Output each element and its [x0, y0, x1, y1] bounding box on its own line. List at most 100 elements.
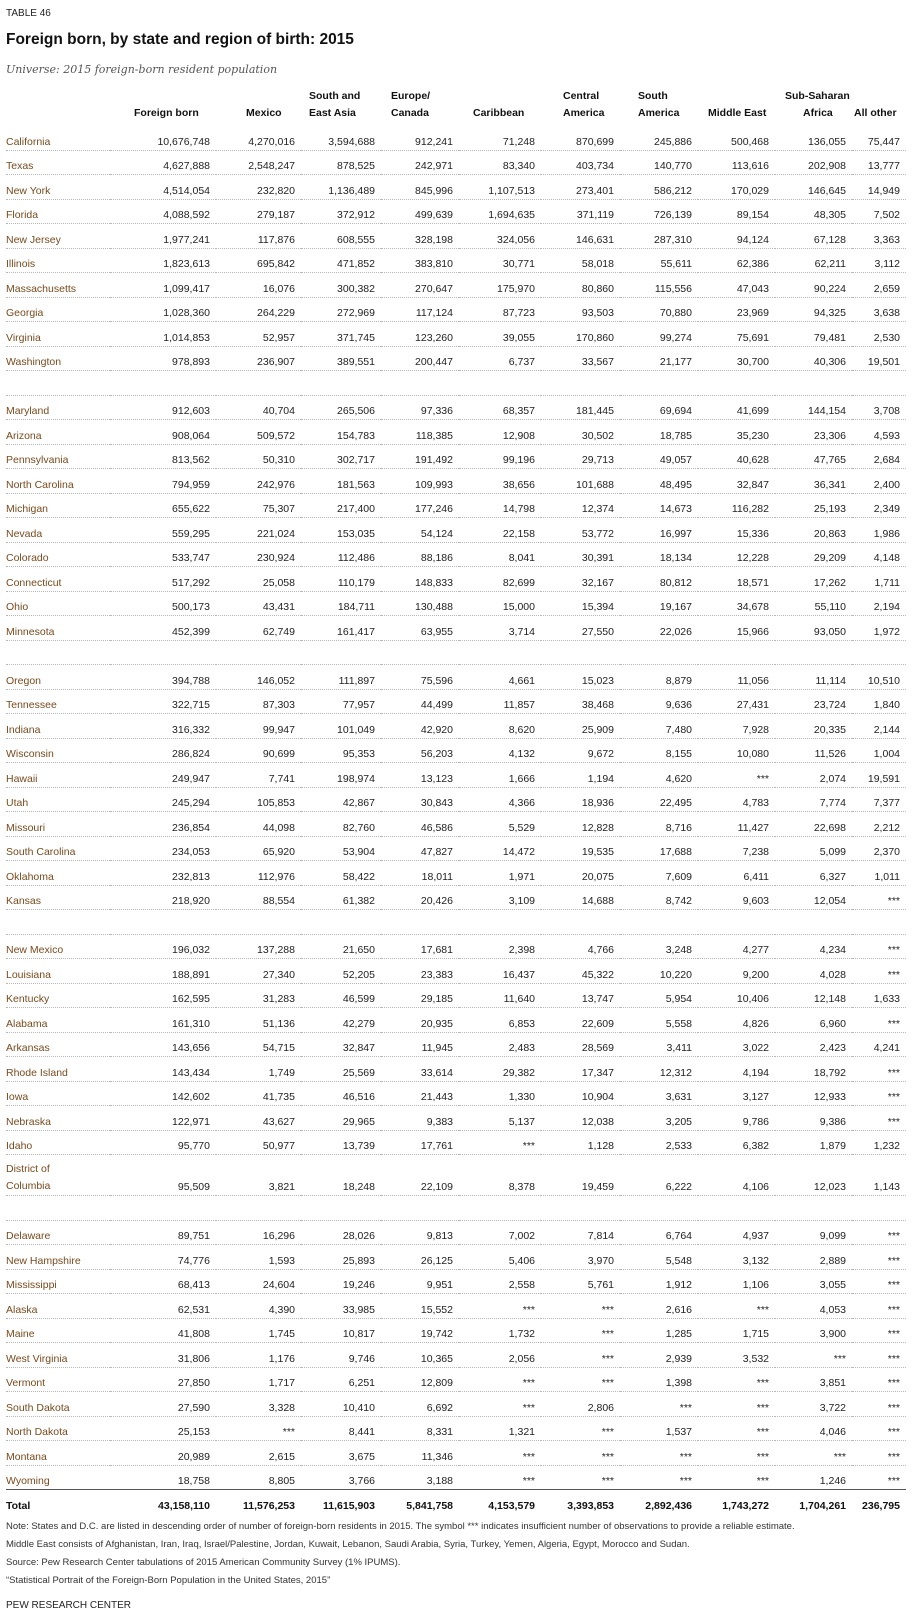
state-name-cell: Tennessee: [6, 689, 110, 714]
value-cell: 11,576,253: [216, 1489, 301, 1514]
value-cell: 74,776: [110, 1244, 216, 1270]
value-cell: ***: [459, 1130, 541, 1155]
value-cell: 2,074: [775, 762, 852, 788]
value-cell: 45,322: [541, 958, 620, 984]
table-row: Wyoming 18,758 8,805 3,766 3,188 *** *** *** ***…: [6, 1465, 906, 1490]
notes-section: Note: States and D.C. are listed in desc…: [6, 1518, 915, 1590]
value-cell: 22,158: [459, 517, 541, 543]
table-header: Foreign born Mexico South and East Asia E…: [6, 88, 906, 126]
value-cell: 20,863: [775, 517, 852, 543]
value-cell: 90,224: [775, 272, 852, 298]
value-cell: 8,742: [620, 885, 698, 910]
table-row: Louisiana 188,891 27,340 52,205 23,383 16,437…: [6, 958, 906, 984]
table-row: Rhode Island 143,434 1,749 25,569 33,614 29,3…: [6, 1056, 906, 1082]
value-cell: 123,260: [381, 321, 459, 347]
value-cell: ***: [852, 1081, 906, 1106]
value-cell: 452,399: [110, 615, 216, 641]
state-name-cell: Kentucky: [6, 983, 110, 1008]
value-cell: 50,977: [216, 1130, 301, 1155]
value-cell: 9,383: [381, 1105, 459, 1131]
value-cell: 83,340: [459, 150, 541, 175]
value-cell: 655,622: [110, 493, 216, 518]
value-cell: 117,876: [216, 223, 301, 249]
value-cell: 8,331: [381, 1416, 459, 1441]
value-cell: 109,993: [381, 468, 459, 494]
value-cell: 48,305: [775, 199, 852, 224]
value-cell: 18,936: [541, 787, 620, 812]
value-cell: 3,363: [852, 223, 906, 249]
value-cell: 22,495: [620, 787, 698, 812]
value-cell: 3,631: [620, 1081, 698, 1106]
value-cell: 48,495: [620, 468, 698, 494]
value-cell: 3,127: [698, 1081, 775, 1106]
value-cell: 6,764: [620, 1220, 698, 1245]
state-name-cell: Wisconsin: [6, 738, 110, 763]
value-cell: 1,136,489: [301, 174, 381, 200]
value-cell: 67,128: [775, 223, 852, 249]
value-cell: 36,341: [775, 468, 852, 494]
value-cell: 44,499: [381, 689, 459, 714]
column-header-middle-east: Middle East: [698, 88, 775, 126]
value-cell: 15,966: [698, 615, 775, 641]
value-cell: 16,076: [216, 272, 301, 298]
table-row: South Dakota 27,590 3,328 10,410 6,692 *** 2,8…: [6, 1391, 906, 1417]
note-line-middle-east: Middle East consists of Afghanistan, Ira…: [6, 1539, 690, 1550]
state-name-cell: Colorado: [6, 542, 110, 567]
value-cell: 11,857: [459, 689, 541, 714]
table-row: Georgia 1,028,360 264,229 272,969 117,124 87,…: [6, 297, 906, 322]
value-cell: 509,572: [216, 419, 301, 445]
state-name-cell: Nevada: [6, 517, 110, 543]
value-cell: 115,556: [620, 272, 698, 298]
state-name-cell: Florida: [6, 199, 110, 224]
value-cell: 232,813: [110, 860, 216, 886]
value-cell: 4,153,579: [459, 1489, 541, 1514]
value-cell: 32,847: [301, 1032, 381, 1057]
value-cell: 80,860: [541, 272, 620, 298]
value-cell: 137,288: [216, 934, 301, 959]
value-cell: 242,971: [381, 150, 459, 175]
value-cell: 17,347: [541, 1056, 620, 1082]
value-cell: 249,947: [110, 762, 216, 788]
value-cell: 2,806: [541, 1391, 620, 1417]
value-cell: 161,417: [301, 615, 381, 641]
state-name-cell: Pennsylvania: [6, 444, 110, 469]
value-cell: 5,529: [459, 811, 541, 837]
value-cell: 2,530: [852, 321, 906, 347]
value-cell: 30,700: [698, 346, 775, 371]
value-cell: 20,075: [541, 860, 620, 886]
state-name-cell: New Mexico: [6, 934, 110, 959]
table-row: New Mexico 196,032 137,288 21,650 17,681 2,39…: [6, 934, 906, 959]
state-name-cell: South Carolina: [6, 836, 110, 861]
value-cell: 18,758: [110, 1465, 216, 1490]
value-cell: 43,158,110: [110, 1489, 216, 1514]
state-name-cell: Nebraska: [6, 1105, 110, 1131]
column-header-central-america-line2: America: [563, 107, 605, 119]
value-cell: 196,032: [110, 934, 216, 959]
column-header-middle-east-text: Middle East: [708, 107, 767, 119]
table-row: Oregon 394,788 146,052 111,897 75,596 4,661 15…: [6, 664, 906, 690]
value-cell: 191,492: [381, 444, 459, 469]
state-name-cell: Kansas: [6, 885, 110, 910]
state-name-cell: Oregon: [6, 664, 110, 690]
value-cell: 79,481: [775, 321, 852, 347]
state-name-cell: Utah: [6, 787, 110, 812]
value-cell: 1,143: [852, 1154, 906, 1196]
value-cell: 1,633: [852, 983, 906, 1008]
value-cell: 54,715: [216, 1032, 301, 1057]
value-cell: 188,891: [110, 958, 216, 984]
separator-cell: [852, 909, 906, 935]
value-cell: 328,198: [381, 223, 459, 249]
value-cell: 4,766: [541, 934, 620, 959]
value-cell: 2,939: [620, 1342, 698, 1368]
value-cell: 154,783: [301, 419, 381, 445]
value-cell: ***: [852, 1465, 906, 1490]
value-cell: 4,277: [698, 934, 775, 959]
value-cell: 70,880: [620, 297, 698, 322]
separator-cell: [459, 1195, 541, 1221]
value-cell: 9,786: [698, 1105, 775, 1131]
state-name-cell: Louisiana: [6, 958, 110, 984]
table-row: Maryland 912,603 40,704 265,506 97,336 68,357…: [6, 395, 906, 420]
value-cell: 68,413: [110, 1269, 216, 1294]
value-cell: 272,969: [301, 297, 381, 322]
state-name-cell: Iowa: [6, 1081, 110, 1106]
